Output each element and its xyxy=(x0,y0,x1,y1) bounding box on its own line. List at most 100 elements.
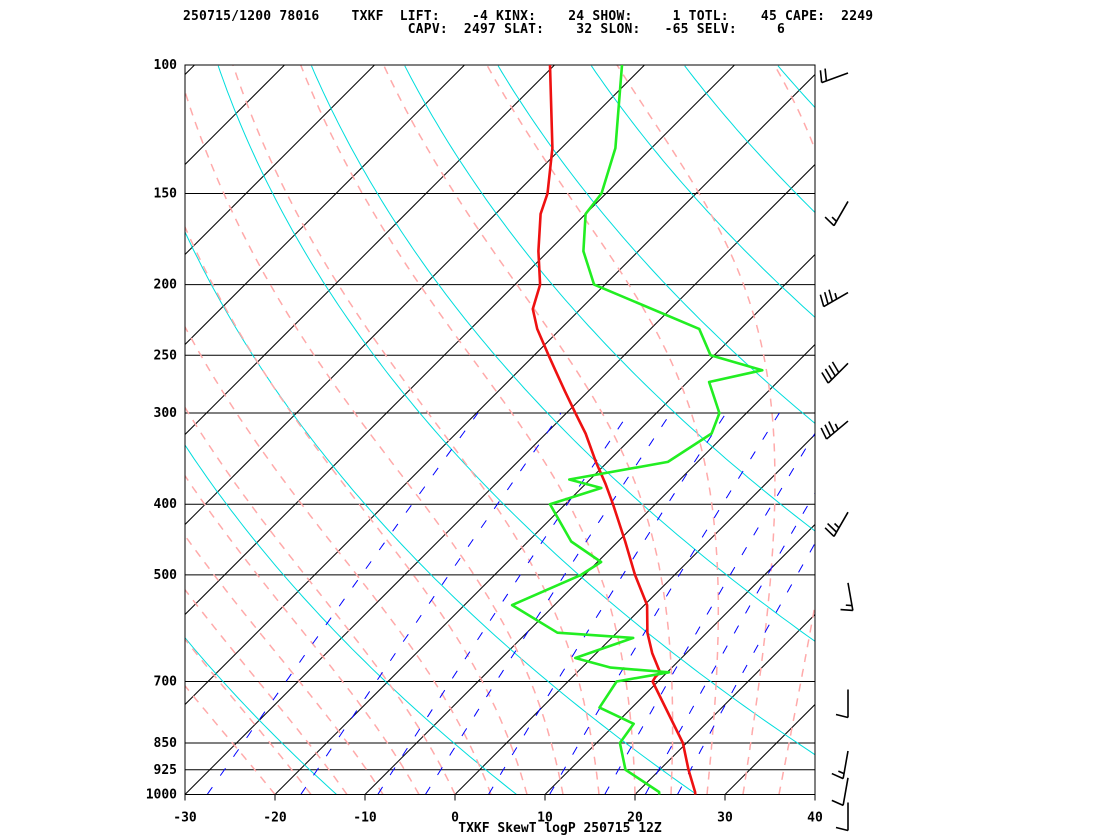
wind-barb-staff xyxy=(842,777,849,806)
dry-adiabat-line xyxy=(404,65,815,532)
moist-adiabat-line xyxy=(185,225,528,795)
wind-barb-flag xyxy=(827,522,838,533)
pressure-tick-label: 500 xyxy=(154,568,178,583)
wind-barb xyxy=(820,420,849,440)
isotherm-line xyxy=(185,65,735,616)
background-lines xyxy=(0,65,1120,795)
pressure-tick-label: 925 xyxy=(154,763,177,778)
wind-barb xyxy=(819,289,849,308)
mixing-ratio-line xyxy=(549,412,780,795)
wind-barb-staff xyxy=(842,750,849,779)
wind-barb xyxy=(821,361,849,384)
moist-adiabat-line xyxy=(232,65,600,795)
wind-barb-flag xyxy=(819,294,825,307)
moist-adiabat-line xyxy=(773,65,815,795)
mixing-ratio-line xyxy=(424,412,672,795)
wind-barb-staff xyxy=(833,201,849,227)
pressure-tick-label: 1000 xyxy=(146,788,177,803)
mixing-ratio-line xyxy=(644,492,815,795)
header-line-1: 250715/1200 78016 TXKF LIFT: -4 KINX: 24… xyxy=(183,9,874,24)
temperature-axis: -30 -20 -10 0 10 20 30 40 xyxy=(173,794,823,826)
wind-barb-flag xyxy=(824,424,832,437)
temperature-tick-label: 40 xyxy=(807,811,823,826)
dry-adiabat-line xyxy=(871,66,1120,795)
pressure-tick-label: 850 xyxy=(154,736,178,751)
isotherm-line xyxy=(185,65,465,346)
dry-adiabat-line xyxy=(185,636,337,795)
mixing-ratio-line xyxy=(300,412,562,795)
moist-adiabat-line xyxy=(185,89,564,795)
wind-barb-flag xyxy=(828,421,835,433)
wind-barb-flag xyxy=(820,427,828,440)
moist-adiabat-line xyxy=(382,65,674,795)
moist-adiabat-line xyxy=(486,65,720,795)
wind-barb xyxy=(819,68,849,84)
isotherm-line xyxy=(185,65,645,526)
pressure-tick-label: 300 xyxy=(154,406,178,421)
mixing-ratio-line xyxy=(677,542,815,795)
isotherm-line xyxy=(274,253,815,795)
moist-adiabat-line xyxy=(185,474,420,795)
wind-barb-flag xyxy=(819,70,823,83)
dry-adiabat-line xyxy=(777,65,815,109)
plot-border xyxy=(184,64,816,795)
moist-adiabat-line xyxy=(185,684,276,795)
temperature-tick-label: -30 xyxy=(173,811,197,826)
mixing-ratio-line xyxy=(488,412,727,795)
wind-barb xyxy=(824,201,849,227)
pressure-tick-label: 200 xyxy=(154,278,178,293)
isotherm-line xyxy=(185,73,815,706)
wind-barbs xyxy=(819,68,854,832)
wind-barb-half-flag xyxy=(834,292,838,300)
temperature-tick-label: 20 xyxy=(627,811,643,826)
wind-barb-flag xyxy=(831,772,844,780)
isotherm-line xyxy=(364,343,815,795)
mixing-ratio-line xyxy=(377,412,630,795)
wind-barb-staff xyxy=(833,511,849,537)
wind-barb-flag xyxy=(824,527,835,538)
isotherm-line xyxy=(905,65,1120,795)
mixing-ratio-line xyxy=(206,412,479,795)
plot-frame xyxy=(184,64,816,795)
wind-barb-staff xyxy=(827,362,849,384)
pressure-tick-label: 250 xyxy=(154,348,178,363)
temperature-tick-label: -20 xyxy=(263,811,287,826)
wind-barb-flag xyxy=(821,372,829,384)
wind-barb-staff xyxy=(821,72,849,84)
header-line-2: CAPV: 2497 SLAT: 32 SLON: -65 SELV: 6 xyxy=(183,22,785,37)
wind-barb-flag xyxy=(824,216,835,227)
wind-barb-flag xyxy=(831,799,844,807)
dry-adiabat-line xyxy=(0,66,157,795)
dry-adiabat-line xyxy=(684,65,815,214)
wind-barb-half-flag xyxy=(838,770,845,775)
dry-adiabat-line xyxy=(965,66,1120,795)
wind-barb xyxy=(840,582,854,612)
wind-barb-staff xyxy=(823,291,849,308)
wind-barb-half-flag xyxy=(833,522,840,529)
wind-barb-flag xyxy=(824,68,828,81)
isotherm-line xyxy=(185,65,285,166)
moist-adiabat-line xyxy=(300,65,636,795)
pressure-axis: 100 150 200 250 300 400 500 700 850 925 1000 xyxy=(146,58,177,803)
pressure-tick-label: 400 xyxy=(154,497,178,512)
wind-barb-flag xyxy=(831,361,840,373)
dry-adiabat-line xyxy=(185,444,517,795)
moist-adiabat-line xyxy=(185,588,348,795)
isotherm-line xyxy=(724,703,815,795)
wind-barb xyxy=(831,777,849,807)
pressure-tick-label: 700 xyxy=(154,674,178,689)
pressure-tick-label: 100 xyxy=(154,58,178,73)
moist-adiabat-line xyxy=(616,65,776,795)
sounding-header: 250715/1200 78016 TXKF LIFT: -4 KINX: 24… xyxy=(0,0,1120,40)
wind-barb-half-flag xyxy=(834,423,839,430)
temperature-tick-label: -10 xyxy=(353,811,377,826)
moist-adiabat-line xyxy=(185,325,492,795)
dry-adiabat-line xyxy=(217,65,815,756)
wind-barb xyxy=(835,689,849,719)
wind-barb-flag xyxy=(823,291,829,305)
wind-barb xyxy=(824,511,849,538)
dry-adiabat-line xyxy=(497,65,815,425)
isotherm-line xyxy=(185,65,375,256)
dry-adiabat-line xyxy=(311,65,815,642)
